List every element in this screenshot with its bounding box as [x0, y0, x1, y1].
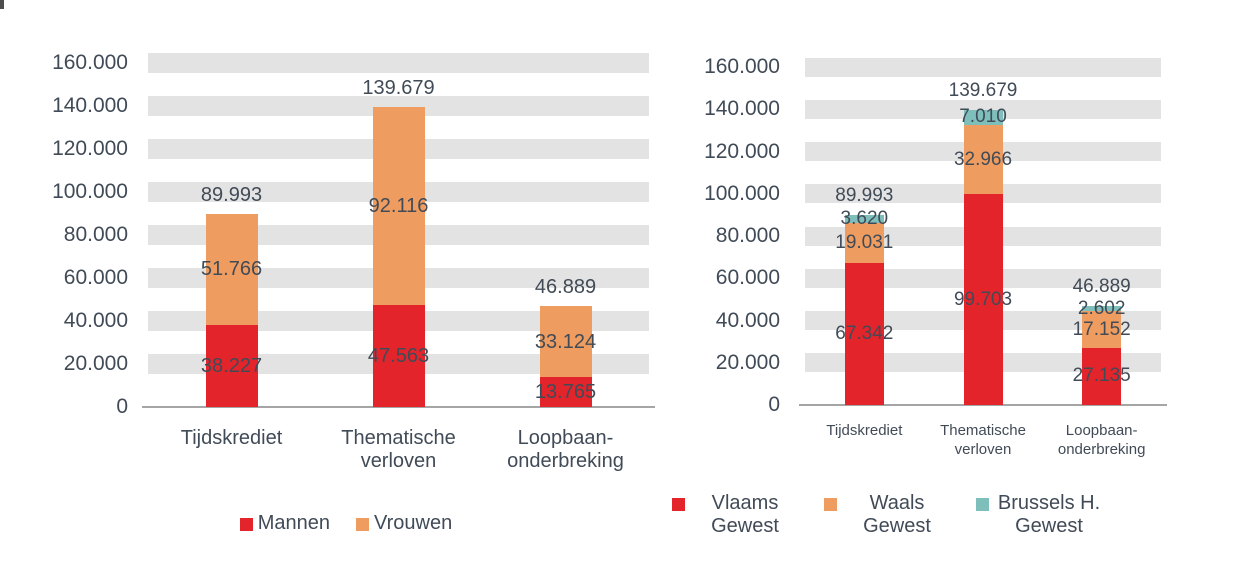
y-axis-tick-label: 140.000: [52, 94, 128, 117]
y-axis-tick-label: 40.000: [715, 308, 780, 332]
legend-label: Vrouwen: [374, 512, 453, 534]
legend-item: Vrouwen: [356, 512, 452, 535]
legend-swatch-icon: [672, 498, 685, 511]
y-axis-tick-label: 100.000: [52, 180, 128, 203]
segment-value-label: 47.563: [367, 344, 430, 367]
y-axis-tick-label: 120.000: [704, 139, 780, 163]
y-axis-tick-label: 160.000: [704, 55, 780, 78]
bar-segment-series-2: [1082, 305, 1122, 312]
y-axis-tick-label: 100.000: [704, 181, 780, 205]
bar-segment-series-1: [963, 124, 1003, 195]
gridline-band: [148, 53, 649, 73]
segment-value-label: 27.135: [1072, 365, 1131, 387]
segment-value-label: 51.766: [200, 258, 263, 281]
total-value-label: 139.679: [948, 79, 1018, 101]
gridline-band: [805, 57, 1161, 77]
total-value-label: 139.679: [362, 76, 435, 99]
legend-item: Waals Gewest: [824, 492, 952, 538]
corner-artifact: [0, 0, 4, 9]
segment-value-label: 33.124: [534, 330, 597, 353]
segment-value-label: 13.765: [534, 381, 597, 404]
y-axis-tick-label: 20.000: [715, 350, 780, 374]
legend-label: Brussels H. Gewest: [997, 492, 1101, 537]
y-axis-tick-label: 60.000: [715, 266, 780, 290]
total-value-label: 46.889: [534, 276, 597, 299]
x-axis-category-label: Thematische verloven: [940, 422, 1026, 458]
bar-segment-series-1: [1082, 311, 1122, 348]
y-axis-tick-label: 80.000: [63, 223, 128, 246]
legend-label: Vlaams Gewest: [711, 492, 779, 537]
y-axis-tick-label: 40.000: [63, 309, 128, 332]
legend-item: Brussels H. Gewest: [976, 492, 1104, 538]
y-axis-tick-label: 0: [116, 395, 128, 418]
bar-segment-series-0: [539, 377, 592, 407]
bar-segment-series-1: [205, 213, 258, 325]
x-axis-category-label: Tijdskrediet: [826, 422, 903, 439]
segment-value-label: 92.116: [368, 194, 429, 217]
legend-swatch-icon: [976, 498, 989, 511]
y-axis-tick-label: 160.000: [52, 51, 128, 74]
gridline-band: [148, 96, 649, 116]
segment-value-label: 38.227: [200, 354, 263, 377]
legend: Mannen Vrouwen: [0, 512, 846, 535]
total-value-label: 89.993: [835, 184, 894, 206]
segment-value-label: 3.620: [840, 207, 889, 229]
bar-segment-series-1: [372, 106, 425, 305]
segment-value-label: 19.031: [835, 231, 894, 253]
legend: Vlaams Gewest Waals Gewest Brussels H. Gew…: [388, 492, 1244, 538]
x-axis-category-label: Tijdskrediet: [180, 427, 283, 449]
bar-segment-series-0: [963, 194, 1003, 405]
y-axis-tick-label: 80.000: [715, 224, 780, 247]
total-value-label: 89.993: [200, 183, 263, 206]
bar-segment-series-1: [539, 306, 592, 378]
segment-value-label: 67.342: [835, 322, 894, 344]
bar-segment-series-2: [844, 214, 884, 223]
y-axis-tick-label: 140.000: [704, 97, 780, 121]
bar-segment-series-1: [844, 222, 884, 263]
x-axis-line: [799, 404, 1167, 406]
y-axis-tick-label: 120.000: [52, 137, 128, 160]
x-axis-category-label: Loopbaan-onderbreking: [1057, 422, 1146, 458]
legend-label: Waals Gewest: [863, 492, 931, 537]
x-axis-category-label: Thematische verloven: [341, 427, 456, 472]
bar-segment-series-0: [372, 304, 425, 407]
legend-swatch-icon: [824, 498, 837, 511]
segment-value-label: 17.152: [1072, 318, 1131, 340]
bar-segment-series-0: [205, 324, 258, 407]
segment-value-label: 2.602: [1077, 297, 1126, 319]
x-axis-line: [142, 406, 655, 408]
total-value-label: 46.889: [1072, 275, 1131, 297]
bar-segment-series-2: [963, 109, 1003, 125]
y-axis-tick-label: 60.000: [63, 266, 128, 289]
gridline-band: [805, 99, 1161, 119]
legend-swatch-icon: [239, 518, 253, 531]
x-axis-category-label: Loopbaan-onderbreking: [507, 427, 624, 472]
legend-swatch-icon: [356, 518, 370, 531]
legend-item: Vlaams Gewest: [672, 492, 800, 538]
segment-value-label: 7.010: [959, 106, 1007, 128]
segment-value-label: 32.966: [953, 148, 1013, 170]
bar-segment-series-0: [844, 262, 884, 405]
segment-value-label: 99.703: [953, 288, 1013, 310]
y-axis-tick-label: 0: [768, 393, 780, 416]
y-axis-tick-label: 20.000: [63, 352, 128, 375]
bar-segment-series-0: [1082, 347, 1122, 405]
legend-item: Mannen: [239, 512, 331, 535]
legend-label: Mannen: [257, 512, 331, 534]
